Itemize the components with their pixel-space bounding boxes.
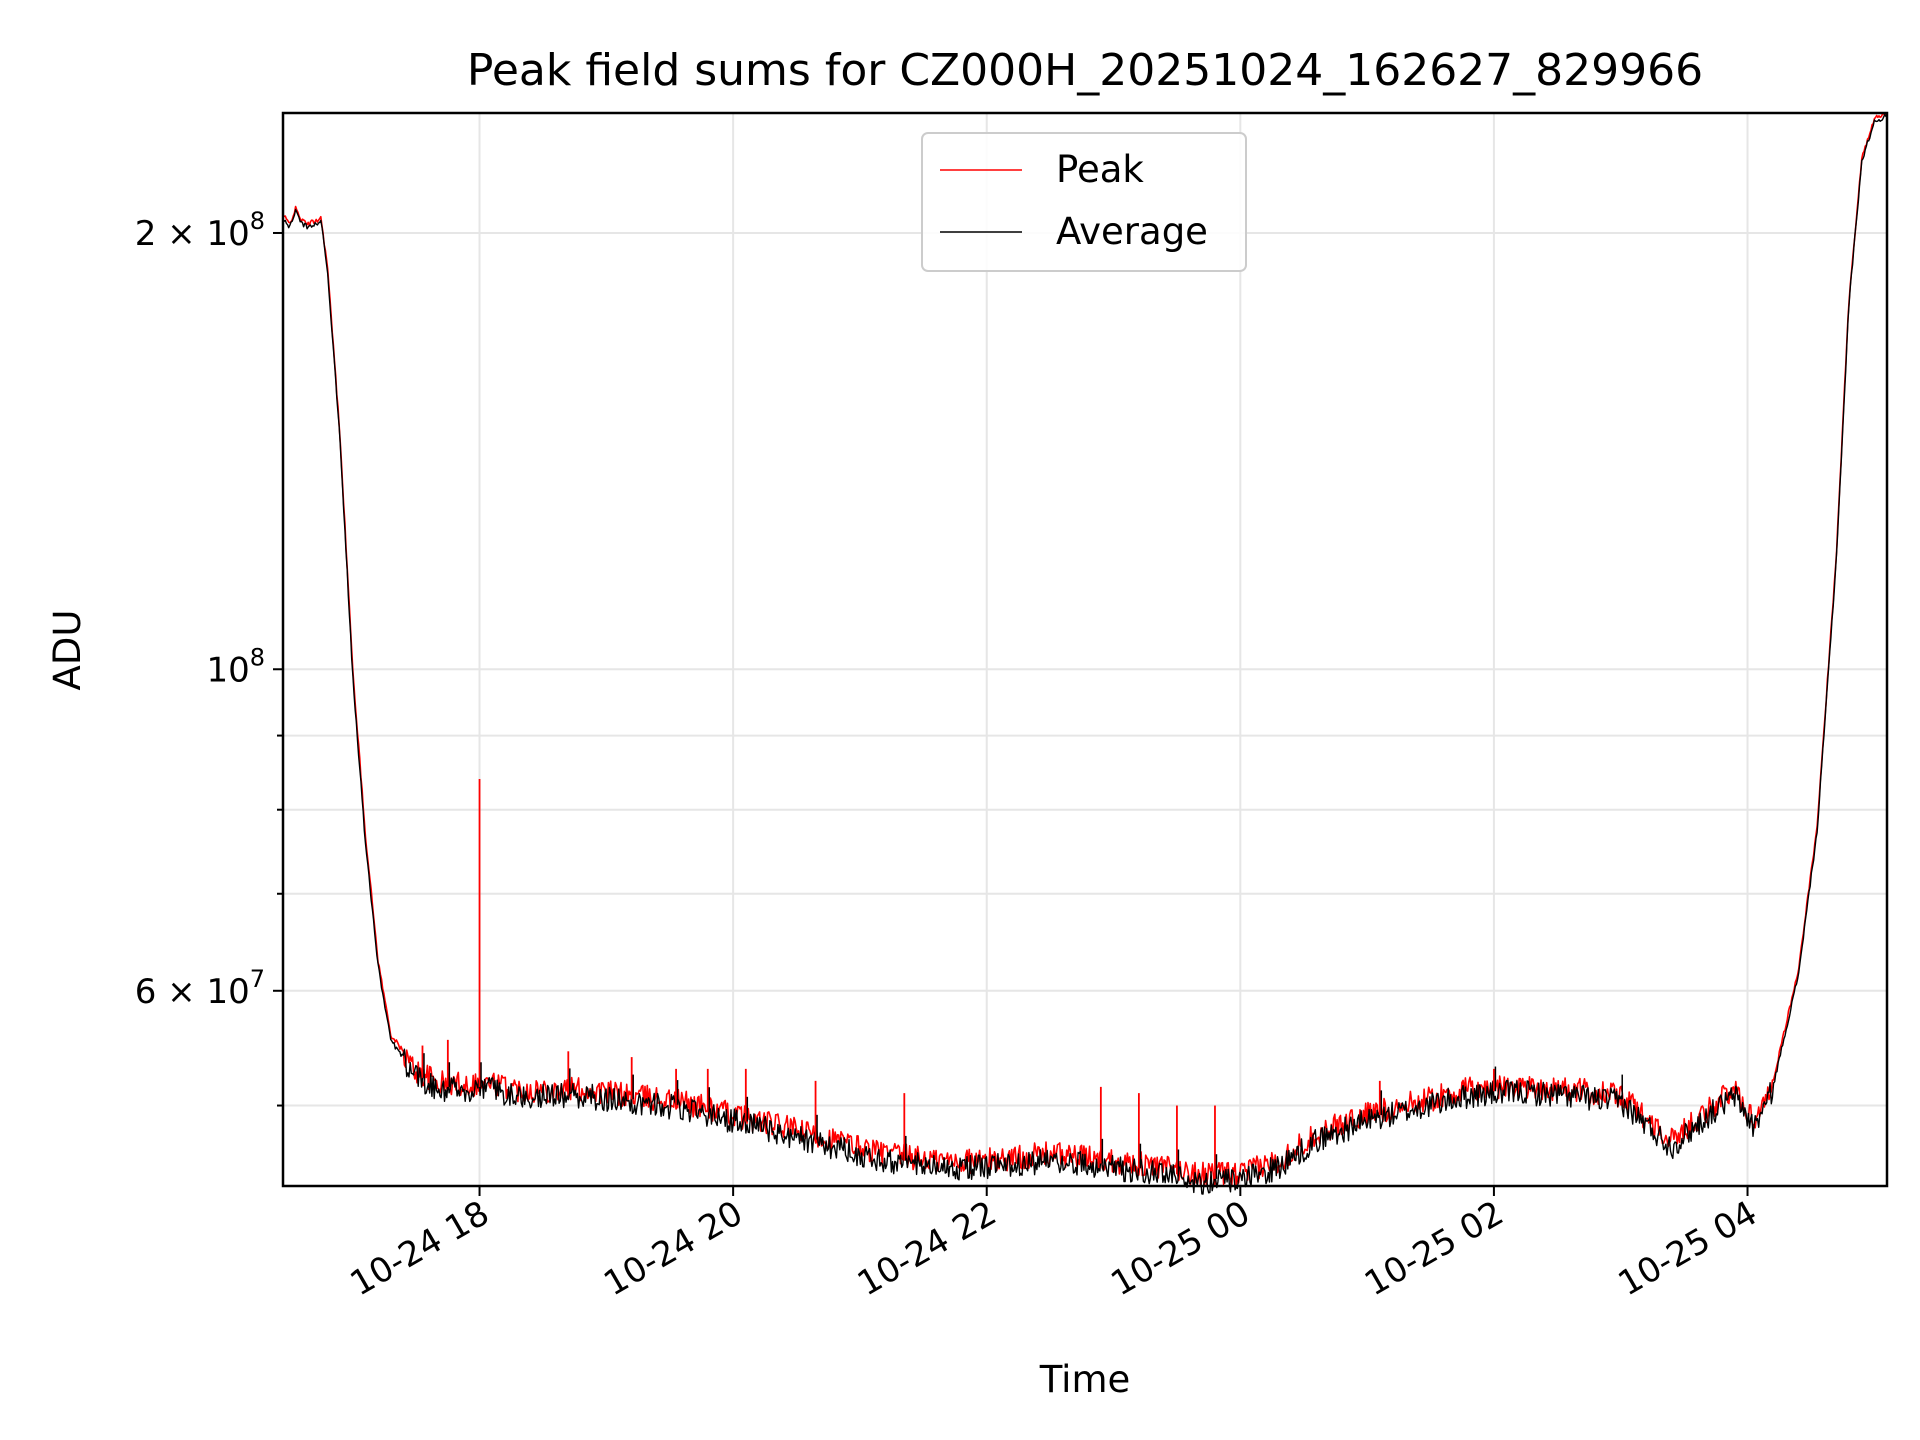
y-axis-label: ADU (46, 610, 89, 691)
x-tick-label: 10-25 00 (1104, 1193, 1256, 1304)
y-tick-label: 6 × 107 (135, 965, 265, 1012)
y-tick-label: 108 (206, 643, 265, 690)
plot-frame (281, 111, 1889, 1188)
x-tick-label: 10-24 22 (851, 1193, 1003, 1304)
x-tick-label: 10-25 04 (1612, 1193, 1764, 1304)
chart-title: Peak field sums for CZ000H_20251024_1626… (467, 45, 1703, 96)
grid (283, 113, 1887, 1186)
x-tick-label: 10-25 02 (1358, 1193, 1510, 1304)
legend-box (921, 132, 1247, 272)
x-tick-label: 10-24 18 (344, 1193, 496, 1304)
legend-label-peak: Peak (1056, 148, 1144, 191)
legend: Peak Average (921, 132, 1247, 272)
y-tick-label: 2 × 108 (135, 207, 265, 254)
legend-label-average: Average (1056, 210, 1208, 253)
x-tick-label: 10-24 20 (597, 1193, 749, 1304)
series-line-average (282, 114, 1888, 1195)
x-axis: 10-24 18 10-24 20 10-24 22 10-25 00 10-25 02… (344, 1186, 1764, 1304)
series-line-peak (282, 112, 1888, 1188)
series-lines (282, 112, 1888, 1195)
x-axis-label: Time (1039, 1358, 1131, 1401)
y-axis: 2 × 108 108 6 × 107 (135, 207, 283, 1107)
